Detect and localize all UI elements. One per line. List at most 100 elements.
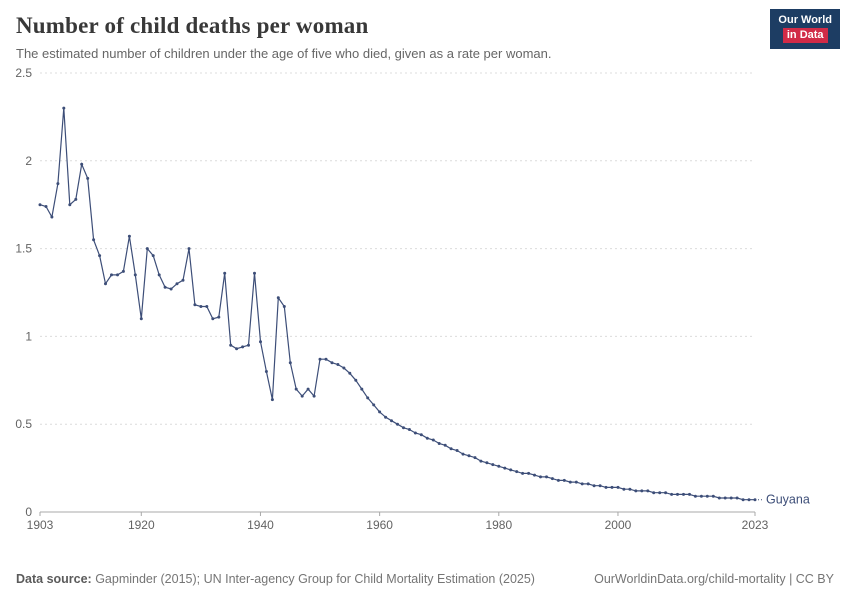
data-point <box>378 410 382 414</box>
data-point <box>151 254 155 258</box>
data-point <box>121 269 125 273</box>
data-point <box>562 478 566 482</box>
data-source: Data source: Gapminder (2015); UN Inter-… <box>16 572 535 586</box>
data-point <box>682 492 685 496</box>
data-point <box>62 106 66 110</box>
data-point <box>640 489 644 493</box>
chart-subtitle: The estimated number of children under t… <box>16 46 552 61</box>
data-point <box>199 305 203 308</box>
data-point <box>568 480 572 484</box>
data-point <box>384 415 388 419</box>
data-point <box>711 494 715 498</box>
data-point <box>419 433 423 437</box>
data-point <box>646 489 650 493</box>
data-point <box>229 343 233 347</box>
chart-footer: Data source: Gapminder (2015); UN Inter-… <box>0 564 850 600</box>
data-point <box>336 363 340 366</box>
data-point <box>175 282 179 286</box>
data-point <box>580 482 584 486</box>
data-point <box>753 498 757 502</box>
data-point <box>604 485 608 489</box>
y-tick-label: 1 <box>25 329 32 343</box>
data-point <box>735 496 739 500</box>
series-end-label: Guyana <box>766 493 810 507</box>
y-tick-label: 2.5 <box>15 66 32 80</box>
data-point <box>354 378 358 382</box>
data-point <box>276 296 280 300</box>
data-point <box>294 387 298 391</box>
data-point <box>449 447 453 451</box>
data-point <box>533 473 536 477</box>
data-point <box>515 470 519 474</box>
y-tick-label: 2 <box>25 154 32 168</box>
data-point <box>223 271 227 275</box>
data-point <box>360 387 364 391</box>
line-chart: 0 0.5 1 1.5 2 2.5 1903 1920 1940 1960 1980 2000 2023… <box>15 66 810 532</box>
data-point <box>545 475 548 479</box>
data-point <box>259 340 262 344</box>
data-point <box>717 496 721 500</box>
data-point <box>92 238 96 242</box>
data-point <box>133 273 137 277</box>
data-source-text: Gapminder (2015); UN Inter-agency Group … <box>91 572 535 586</box>
data-point <box>556 478 560 482</box>
data-point <box>509 468 513 472</box>
data-point <box>110 273 113 277</box>
x-tick-label: 1960 <box>366 518 393 532</box>
y-tick-label: 0.5 <box>15 417 32 431</box>
data-point <box>56 182 60 186</box>
data-point <box>235 347 239 351</box>
data-point <box>98 254 102 258</box>
data-point <box>729 496 733 500</box>
data-point <box>157 273 161 277</box>
data-point <box>431 438 435 442</box>
data-point <box>521 471 525 475</box>
x-tick-label: 1980 <box>485 518 512 532</box>
data-point <box>574 480 578 484</box>
data-point <box>145 247 149 251</box>
data-point <box>688 492 691 496</box>
data-point <box>253 271 256 275</box>
license-link[interactable]: OurWorldinData.org/child-mortality | CC … <box>594 572 834 586</box>
data-point <box>169 287 173 291</box>
data-point <box>670 492 674 496</box>
data-point <box>586 482 590 486</box>
data-point <box>193 303 197 307</box>
data-point <box>616 485 620 489</box>
data-point <box>241 345 245 349</box>
data-point <box>503 466 507 470</box>
data-source-label: Data source: <box>16 572 92 586</box>
data-point <box>342 366 346 370</box>
data-point <box>270 398 274 402</box>
data-point <box>539 475 542 479</box>
data-point <box>652 491 656 495</box>
data-point <box>44 205 48 208</box>
data-point <box>676 492 679 496</box>
data-point <box>348 371 352 375</box>
data-point <box>425 436 429 440</box>
data-point <box>366 396 370 400</box>
series-line <box>39 108 755 501</box>
data-point <box>372 403 376 407</box>
data-point <box>104 282 107 286</box>
data-point <box>74 197 78 201</box>
data-point <box>330 361 334 365</box>
data-point <box>264 370 268 373</box>
data-point <box>324 357 328 361</box>
data-point <box>318 357 322 361</box>
data-point <box>747 498 751 502</box>
chart-header: Number of child deaths per woman The est… <box>0 0 850 61</box>
data-point <box>402 426 405 430</box>
data-point <box>181 278 185 282</box>
data-point <box>437 442 441 445</box>
owid-logo-red: in Data <box>782 28 828 44</box>
data-point <box>622 487 626 491</box>
data-point <box>187 247 191 251</box>
owid-logo[interactable]: Our World in Data <box>770 9 840 50</box>
data-point <box>497 464 501 468</box>
data-point <box>86 176 90 180</box>
data-point <box>390 419 393 423</box>
data-point <box>217 315 221 319</box>
data-point <box>550 477 554 481</box>
data-point <box>443 443 447 447</box>
